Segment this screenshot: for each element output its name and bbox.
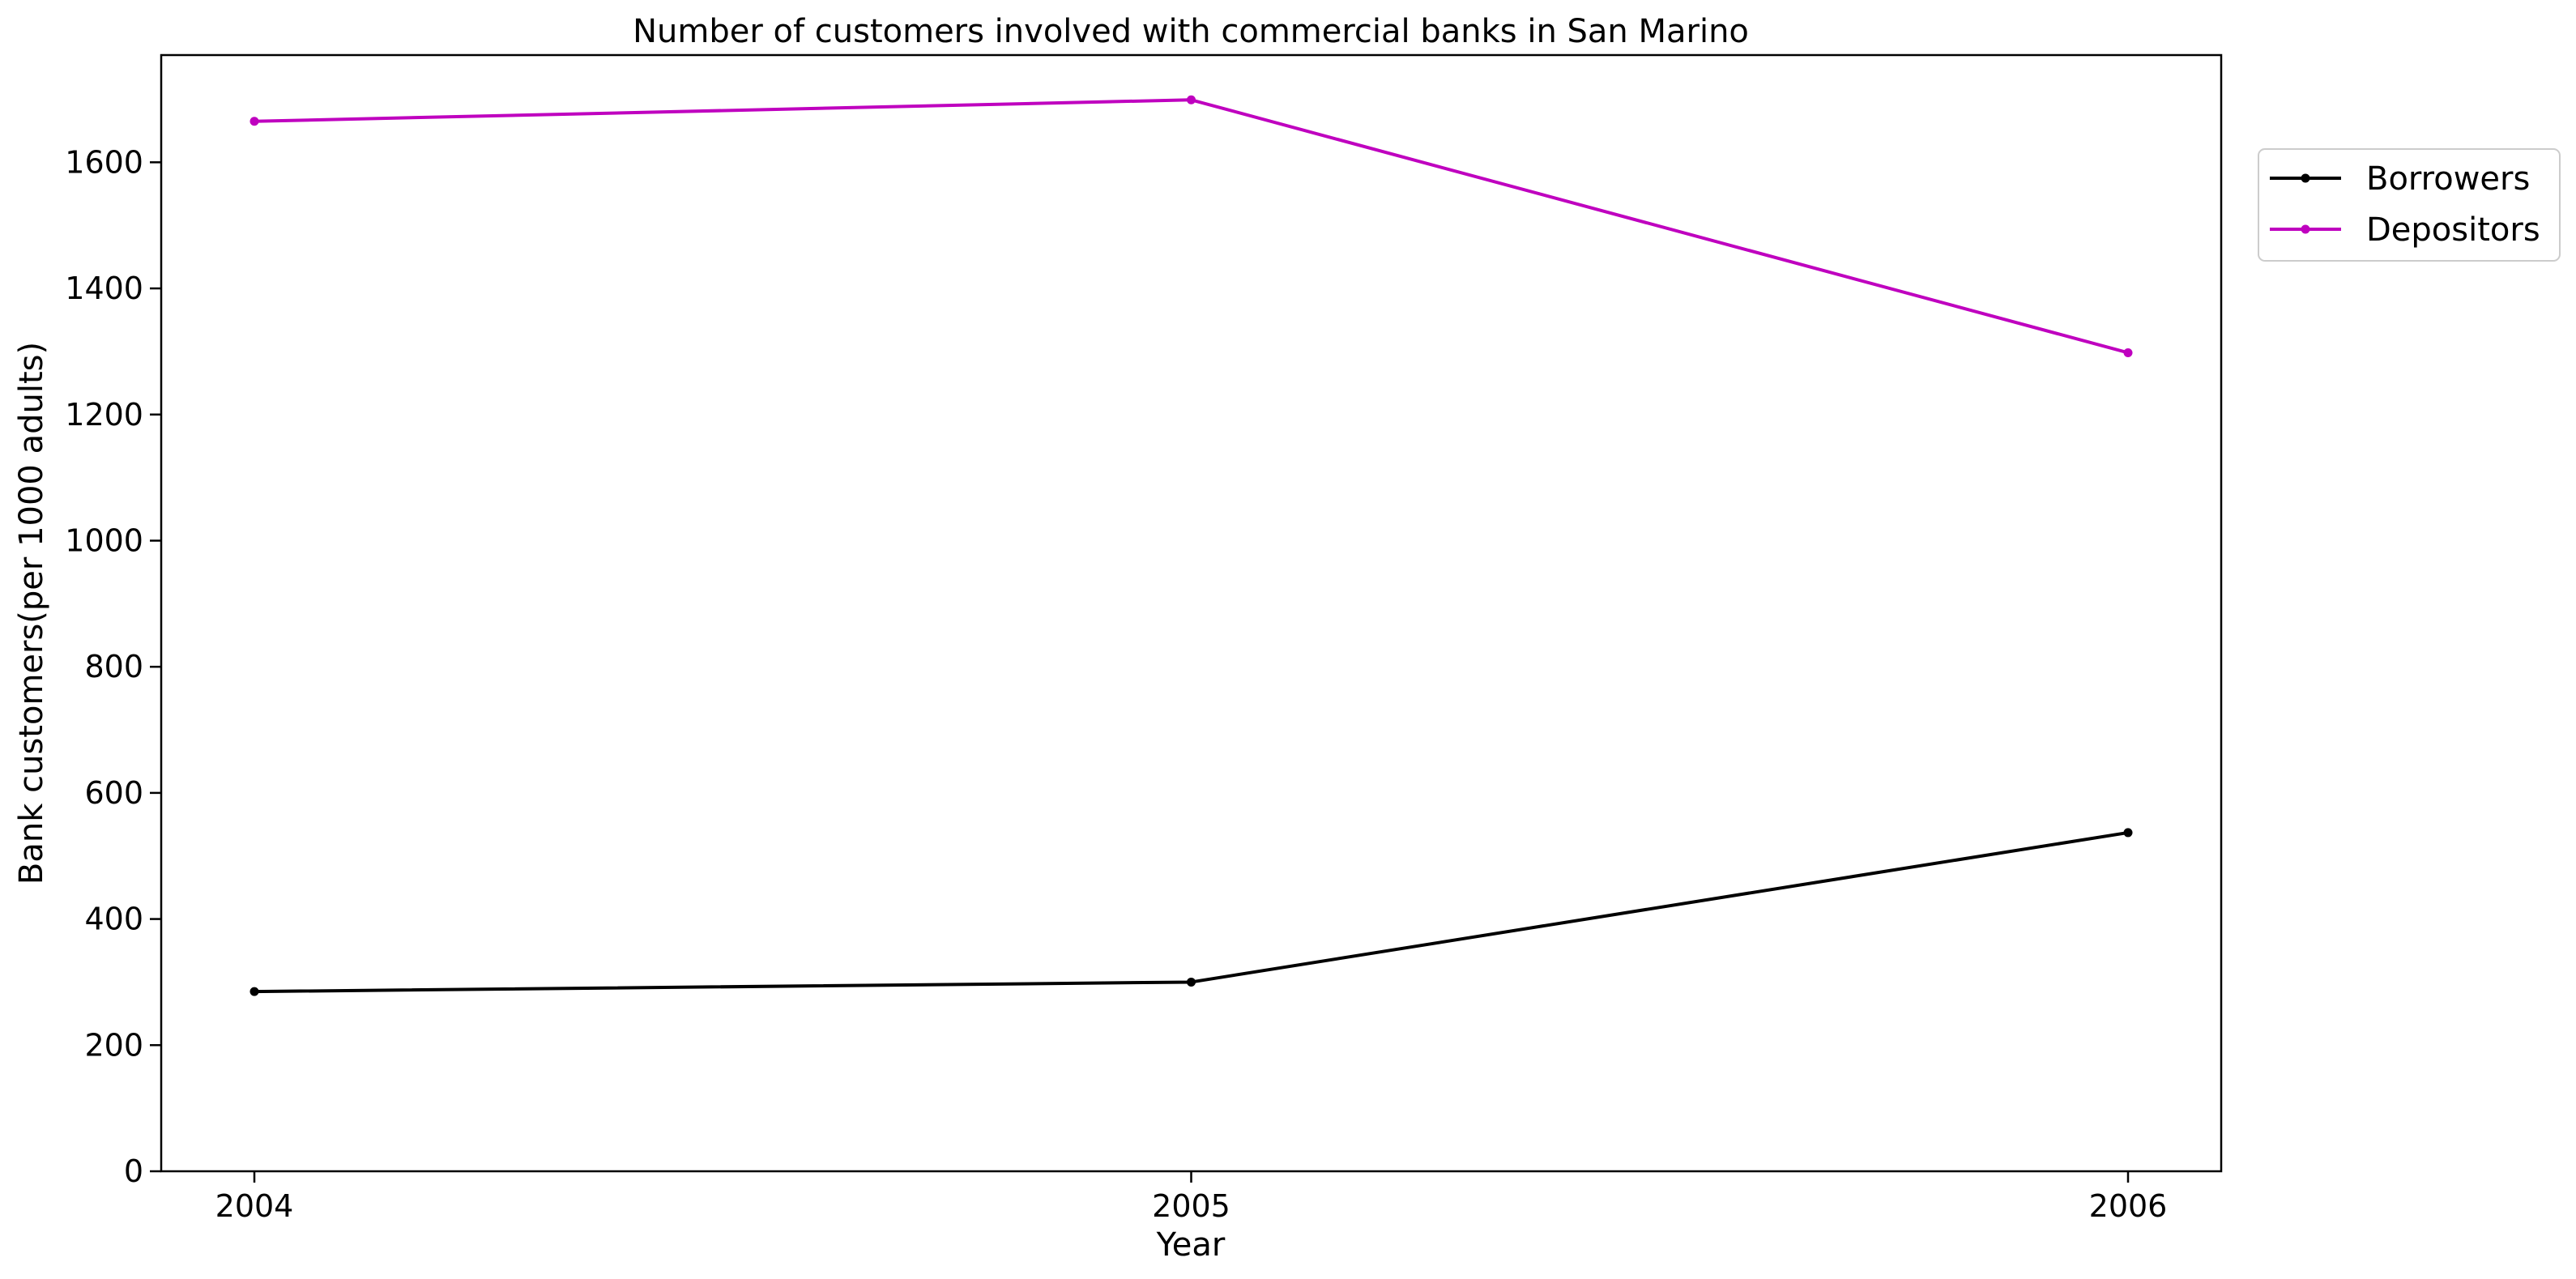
legend-label-borrowers: Borrowers: [2366, 160, 2530, 198]
series-line-depositors: [254, 98, 2129, 355]
y-tick-label: 200: [84, 1027, 143, 1063]
legend-marker-borrowers: [2301, 173, 2310, 183]
y-tick-label: 1000: [65, 522, 143, 558]
y-tick-label: 400: [84, 902, 143, 937]
legend-marker-depositors: [2301, 224, 2310, 234]
y-tick-label: 1400: [65, 271, 143, 306]
x-axis: 2004 2005 2006: [215, 1171, 2168, 1224]
data-point-depositors: [1187, 95, 1196, 104]
y-tick-label: 600: [84, 775, 143, 811]
data-point-borrowers: [1187, 977, 1196, 987]
x-tick-label: 2006: [2089, 1188, 2168, 1224]
data-point-borrowers: [249, 987, 259, 996]
y-axis-label: Bank customers(per 1000 adults): [13, 342, 50, 885]
plot-frame: [160, 53, 2223, 1173]
data-point-borrowers: [2123, 828, 2133, 838]
y-tick-label: 1600: [65, 144, 143, 180]
chart-title: Number of customers involved with commer…: [633, 13, 1749, 50]
legend: Borrowers Depositors: [2258, 148, 2561, 262]
y-tick-label: 800: [84, 649, 143, 684]
series-line-borrowers: [254, 830, 2129, 994]
legend-label-depositors: Depositors: [2366, 211, 2540, 249]
y-axis: 0 200 400 600 800 1000 1200 1400 1600: [65, 144, 161, 1189]
y-tick-label: 1200: [65, 397, 143, 433]
y-tick-label: 0: [124, 1153, 143, 1189]
plot-area: [249, 95, 2133, 996]
data-point-depositors: [2123, 347, 2133, 357]
x-axis-label: Year: [1156, 1226, 1226, 1264]
data-point-depositors: [249, 117, 259, 126]
x-tick-label: 2005: [1152, 1188, 1230, 1224]
x-tick-label: 2004: [215, 1188, 294, 1224]
